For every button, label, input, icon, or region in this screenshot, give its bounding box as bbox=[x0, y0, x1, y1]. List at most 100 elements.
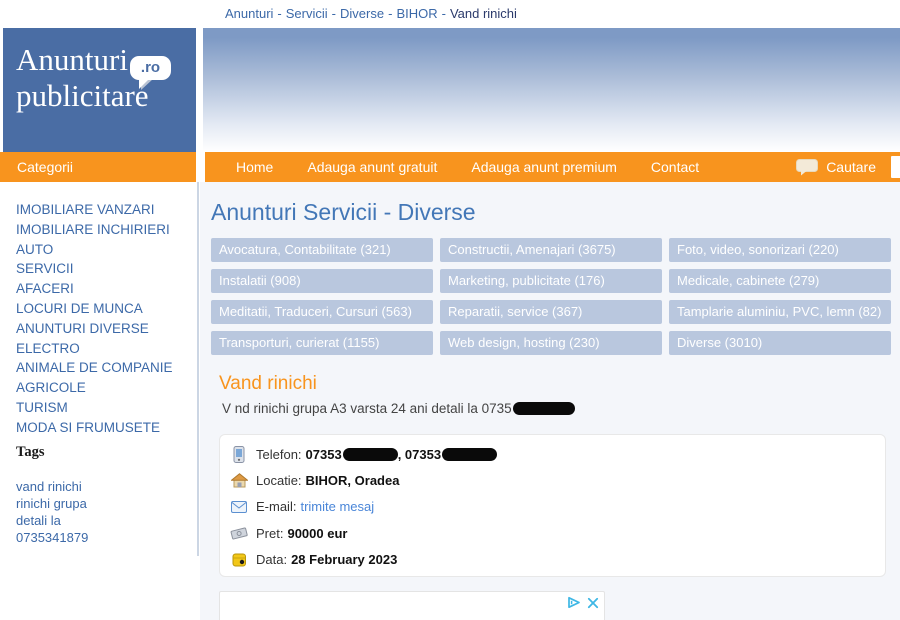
telefon-value-2: , 07353 bbox=[397, 446, 442, 462]
email-label: E-mail: bbox=[256, 499, 297, 515]
sidebar-item-label[interactable]: IMOBILIARE VANZARI bbox=[16, 202, 155, 217]
sidebar-item-label[interactable]: IMOBILIARE INCHIRIERI bbox=[16, 221, 170, 237]
phone-icon bbox=[230, 445, 248, 463]
category-button-diverse[interactable]: Diverse (3010) bbox=[669, 331, 891, 355]
redaction-block bbox=[342, 447, 398, 461]
sidebar-item-auto[interactable]: AUTO bbox=[16, 240, 173, 260]
trimite-mesaj-link[interactable]: trimite mesaj bbox=[300, 499, 375, 515]
sidebar-item-imobiliare-vanzari[interactable]: IMOBILIARE VANZARI bbox=[16, 200, 173, 220]
sidebar-divider bbox=[197, 182, 199, 556]
sidebar-item-animale-de-companie[interactable]: ANIMALE DE COMPANIE bbox=[16, 358, 173, 378]
sidebar-item-imobiliare-inchirieri[interactable]: IMOBILIARE INCHIRIERI bbox=[16, 220, 173, 240]
sidebar-item-label[interactable]: TURISM bbox=[16, 399, 68, 415]
tag-item[interactable]: vand rinichi bbox=[16, 478, 88, 495]
breadcrumb-separator: - bbox=[331, 6, 337, 21]
sidebar-item-agricole[interactable]: AGRICOLE bbox=[16, 378, 173, 398]
sidebar-item-locuri-de-munca[interactable]: LOCURI DE MUNCA bbox=[16, 299, 173, 319]
breadcrumb-link-bihor[interactable]: BIHOR bbox=[396, 6, 438, 21]
logo-line2: publicitare bbox=[16, 78, 149, 113]
breadcrumb-separator: - bbox=[441, 6, 446, 21]
category-button-instalatii[interactable]: Instalatii (908) bbox=[211, 269, 433, 293]
search-input[interactable] bbox=[891, 156, 900, 178]
sidebar-item-electro[interactable]: ELECTRO bbox=[16, 339, 173, 359]
breadcrumb-current: Vand rinichi bbox=[449, 6, 517, 21]
logo-bubble-tail bbox=[139, 78, 150, 89]
sidebar-item-anunturi-diverse[interactable]: ANUNTURI DIVERSE bbox=[16, 319, 173, 339]
tag-item[interactable]: detali la bbox=[16, 512, 88, 529]
category-grid: Avocatura, Contabilitate (321) Construct… bbox=[211, 238, 891, 355]
nav-home[interactable]: Home bbox=[236, 159, 274, 175]
calendar-icon bbox=[230, 552, 248, 567]
category-button-web-design[interactable]: Web design, hosting (230) bbox=[440, 331, 662, 355]
telefon-label: Telefon: bbox=[256, 446, 302, 462]
telefon-value-1: 07353 bbox=[305, 446, 342, 462]
sidebar-item-label[interactable]: ELECTRO bbox=[16, 340, 80, 356]
category-button-meditatii[interactable]: Meditatii, Traduceri, Cursuri (563) bbox=[211, 300, 433, 324]
ad-description: V nd rinichi grupa A3 varsta 24 ani deta… bbox=[222, 401, 575, 416]
breadcrumb: Anunturi - Servicii - Diverse - BIHOR - Vand rin… bbox=[225, 6, 517, 21]
money-icon bbox=[230, 526, 248, 540]
sidebar-item-label[interactable]: AUTO bbox=[16, 241, 54, 257]
logo-ro-badge: .ro bbox=[130, 56, 171, 80]
data-label: Data: bbox=[256, 552, 288, 568]
sidebar-item-label[interactable]: ANIMALE DE COMPANIE bbox=[16, 360, 173, 376]
categorii-bar[interactable]: Categorii bbox=[0, 152, 196, 182]
sidebar-item-label[interactable]: LOCURI DE MUNCA bbox=[16, 300, 143, 316]
sidebar-item-label[interactable]: MODA SI FRUMUSETE bbox=[16, 419, 161, 435]
ad-details-box: Telefon: 07353 , 07353 Locatie: BIHOR, O… bbox=[219, 434, 886, 577]
sidebar-item-label[interactable]: SERVICII bbox=[16, 261, 74, 277]
tag-link[interactable]: 0735341879 bbox=[16, 530, 89, 545]
nav-contact[interactable]: Contact bbox=[650, 159, 700, 175]
tag-item[interactable]: rinichi grupa bbox=[16, 495, 88, 512]
pret-label: Pret: bbox=[256, 525, 284, 541]
sidebar-item-afaceri[interactable]: AFACERI bbox=[16, 279, 173, 299]
category-button-reparatii[interactable]: Reparatii, service (367) bbox=[440, 300, 662, 324]
sidebar-item-turism[interactable]: TURISM bbox=[16, 398, 173, 418]
detail-row-telefon: Telefon: 07353 , 07353 bbox=[230, 441, 885, 467]
tag-link[interactable]: vand rinichi bbox=[16, 479, 82, 494]
breadcrumb-link-anunturi[interactable]: Anunturi bbox=[225, 6, 274, 21]
breadcrumb-link-servicii[interactable]: Servicii bbox=[285, 6, 328, 21]
category-button-transporturi[interactable]: Transporturi, curierat (1155) bbox=[211, 331, 433, 355]
category-button-tamplarie[interactable]: Tamplarie aluminiu, PVC, lemn (82) bbox=[669, 300, 891, 324]
envelope-icon bbox=[230, 500, 248, 513]
tags-list: vand rinichi rinichi grupa detali la 073… bbox=[16, 478, 88, 546]
logo-text: Anunturi publicitare bbox=[3, 28, 196, 114]
redaction-block bbox=[442, 447, 498, 461]
nav-adauga-anunt-premium[interactable]: Adauga anunt premium bbox=[471, 159, 617, 175]
main-nav: Home Adauga anunt gratuit Adauga anunt p… bbox=[205, 152, 900, 182]
category-button-medicale[interactable]: Medicale, cabinete (279) bbox=[669, 269, 891, 293]
redaction-block bbox=[512, 402, 575, 415]
nav-adauga-anunt-gratuit[interactable]: Adauga anunt gratuit bbox=[307, 159, 438, 175]
advertisement-frame bbox=[219, 591, 605, 620]
site-logo[interactable]: Anunturi publicitare .ro bbox=[3, 28, 196, 152]
tag-link[interactable]: detali la bbox=[16, 513, 61, 528]
nav-cautare[interactable]: Cautare bbox=[826, 159, 876, 175]
sidebar-item-servicii[interactable]: SERVICII bbox=[16, 259, 173, 279]
category-button-marketing[interactable]: Marketing, publicitate (176) bbox=[440, 269, 662, 293]
detail-row-email: E-mail: trimite mesaj bbox=[230, 494, 885, 520]
ad-description-text: V nd rinichi grupa A3 varsta 24 ani deta… bbox=[222, 401, 512, 416]
locatie-value: BIHOR, Oradea bbox=[305, 473, 400, 489]
breadcrumb-separator: - bbox=[277, 6, 282, 21]
sidebar-item-label[interactable]: AGRICOLE bbox=[16, 380, 86, 396]
detail-row-locatie: Locatie: BIHOR, Oradea bbox=[230, 467, 885, 493]
speech-bubble-icon bbox=[796, 158, 819, 176]
category-button-constructii[interactable]: Constructii, Amenajari (3675) bbox=[440, 238, 662, 262]
category-button-foto-video[interactable]: Foto, video, sonorizari (220) bbox=[669, 238, 891, 262]
sidebar-item-label[interactable]: AFACERI bbox=[16, 281, 74, 297]
category-button-avocatura[interactable]: Avocatura, Contabilitate (321) bbox=[211, 238, 433, 262]
tags-heading: Tags bbox=[16, 444, 45, 460]
sidebar-menu: IMOBILIARE VANZARI IMOBILIARE INCHIRIERI… bbox=[16, 200, 173, 438]
sidebar-item-moda-si-frumusete[interactable]: MODA SI FRUMUSETE bbox=[16, 418, 173, 438]
adchoices-icon[interactable] bbox=[567, 596, 581, 609]
sidebar-item-label[interactable]: ANUNTURI DIVERSE bbox=[16, 320, 149, 336]
tag-item[interactable]: 0735341879 bbox=[16, 529, 88, 546]
logo-line1: Anunturi bbox=[16, 42, 128, 77]
data-value: 28 February 2023 bbox=[291, 552, 398, 568]
breadcrumb-separator: - bbox=[388, 6, 393, 21]
breadcrumb-link-diverse[interactable]: Diverse bbox=[340, 6, 385, 21]
close-ad-icon[interactable] bbox=[587, 597, 599, 609]
tag-link[interactable]: rinichi grupa bbox=[16, 496, 87, 511]
